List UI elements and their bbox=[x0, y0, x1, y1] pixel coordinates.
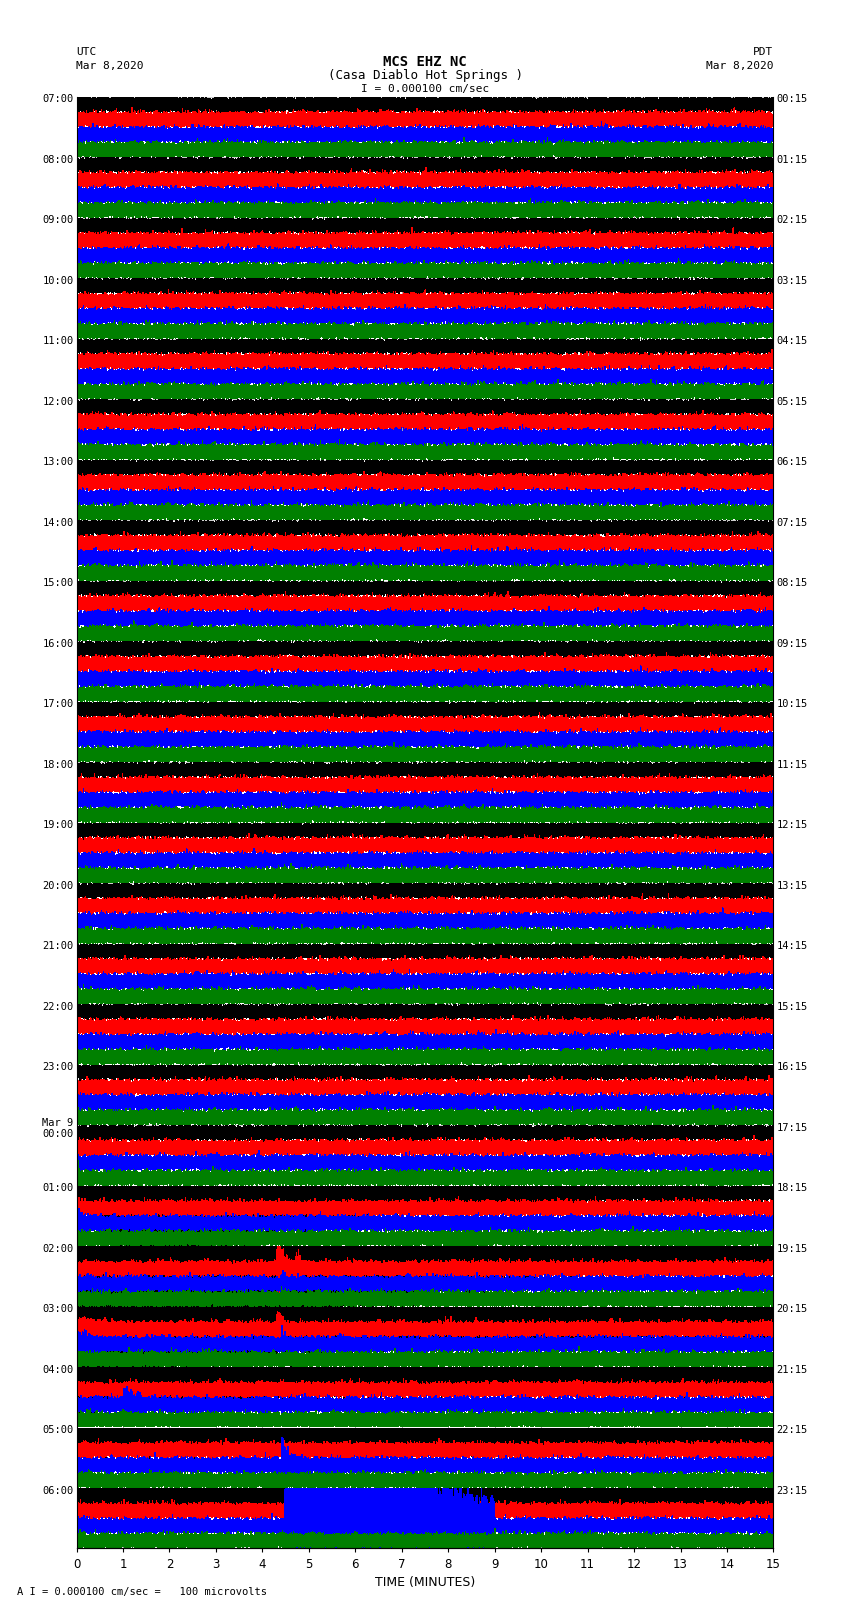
Text: MCS EHZ NC: MCS EHZ NC bbox=[383, 55, 467, 69]
Text: Mar 8,2020: Mar 8,2020 bbox=[76, 61, 144, 71]
X-axis label: TIME (MINUTES): TIME (MINUTES) bbox=[375, 1576, 475, 1589]
Text: UTC: UTC bbox=[76, 47, 97, 56]
Text: PDT: PDT bbox=[753, 47, 774, 56]
Text: I = 0.000100 cm/sec: I = 0.000100 cm/sec bbox=[361, 84, 489, 94]
Text: A I = 0.000100 cm/sec =   100 microvolts: A I = 0.000100 cm/sec = 100 microvolts bbox=[17, 1587, 267, 1597]
Text: (Casa Diablo Hot Springs ): (Casa Diablo Hot Springs ) bbox=[327, 69, 523, 82]
Text: Mar 8,2020: Mar 8,2020 bbox=[706, 61, 774, 71]
